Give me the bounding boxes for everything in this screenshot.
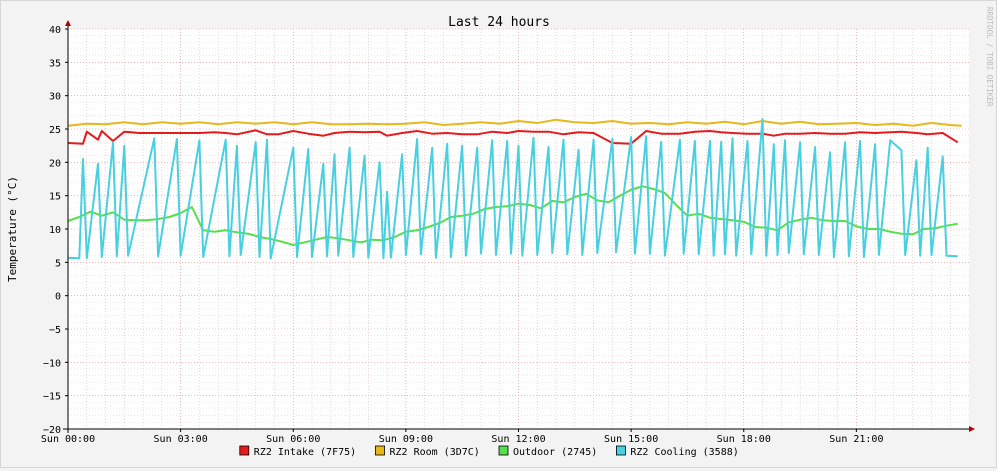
y-tick-label: 10 (49, 225, 61, 236)
legend-swatch (498, 445, 509, 456)
series-line-1 (67, 118, 962, 127)
y-axis-arrow (65, 20, 71, 26)
y-tick-label: 40 (49, 25, 61, 36)
x-tick-label: Sun 00:00 (41, 434, 95, 445)
x-tick-label: Sun 09:00 (379, 434, 433, 445)
y-tick-label: 35 (49, 58, 61, 69)
chart-title: Last 24 hours (448, 15, 550, 30)
y-tick-label: 20 (49, 158, 61, 169)
y-tick-label: 25 (49, 125, 61, 136)
y-tick-label: 5 (55, 258, 61, 269)
y-tick-label: −10 (43, 358, 61, 369)
series-line-2 (67, 185, 958, 246)
legend-swatch (239, 445, 250, 456)
legend-label: RZ2 Cooling (3588) (630, 447, 738, 458)
x-tick-label: Sun 18:00 (717, 434, 771, 445)
y-tick-label: −20 (43, 425, 61, 436)
x-tick-label: Sun 21:00 (829, 434, 883, 445)
x-tick-label: Sun 06:00 (266, 434, 320, 445)
y-tick-label: −15 (43, 392, 61, 403)
y-tick-labels: 40 35 30 25 20 15 10 5 0 −5 −10 −15 −20 (43, 25, 68, 436)
series-layer (67, 118, 962, 260)
x-axis-arrow (969, 426, 975, 432)
y-axis-label: Temperature (°C) (6, 176, 19, 282)
legend-label: RZ2 Intake (7F75) (254, 447, 356, 458)
series-line-0 (67, 129, 959, 145)
legend-swatch (375, 445, 385, 456)
y-tick-label: 15 (49, 192, 61, 203)
legend: RZ2 Intake (7F75) RZ2 Room (3D7C) Outdoor … (239, 445, 739, 458)
series-line-3 (67, 118, 958, 260)
legend-label: Outdoor (2745) (513, 447, 597, 458)
x-tick-label: Sun 03:00 (154, 434, 208, 445)
legend-label: RZ2 Room (3D7C) (390, 447, 480, 458)
x-tick-label: Sun 15:00 (604, 434, 658, 445)
y-tick-label: 0 (55, 292, 61, 303)
grid (68, 28, 969, 429)
watermark: RRDTOOL / TOBI OETIKER (985, 7, 994, 107)
x-tick-label: Sun 12:00 (491, 434, 545, 445)
y-tick-label: 30 (49, 92, 61, 103)
y-tick-label: −5 (49, 325, 61, 336)
legend-swatch (616, 445, 626, 456)
x-tick-labels: Sun 00:00 Sun 03:00 Sun 06:00 Sun 09:00 Sun … (41, 429, 883, 445)
